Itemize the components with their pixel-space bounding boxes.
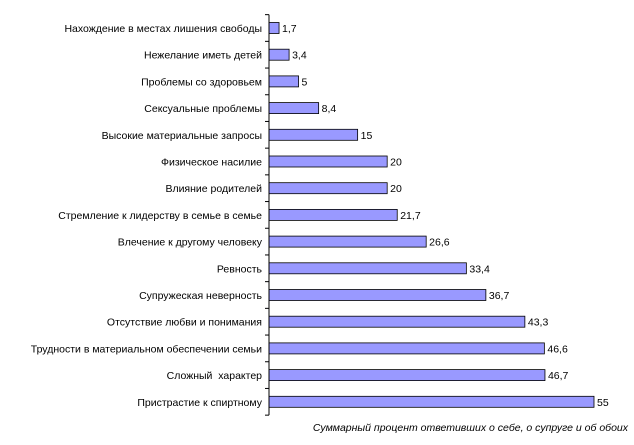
category-label: Высокие материальные запросы — [102, 130, 262, 142]
data-label: 33,4 — [469, 263, 490, 275]
category-label: Нахождение в местах лишения свободы — [64, 23, 262, 35]
bar — [268, 102, 320, 114]
category-labels: Нахождение в местах лишения свободы Нежел… — [31, 23, 263, 409]
value-labels: 1,7 3,4 5 8,4 15 20 20 21,7 26,6 33,4 36,7 43,3 46,6… — [282, 23, 609, 409]
data-label: 5 — [302, 76, 308, 88]
data-label: 8,4 — [322, 103, 337, 115]
category-label: Пристрастие к спиртному — [137, 397, 262, 409]
data-label: 26,6 — [429, 237, 450, 249]
data-label: 20 — [390, 157, 402, 169]
data-label: 1,7 — [282, 23, 297, 35]
category-label: Сексуальные проблемы — [144, 103, 262, 115]
category-label: Трудности в материальном обеспечении сем… — [31, 343, 262, 355]
bar — [268, 369, 546, 382]
bar — [268, 155, 388, 168]
category-label: Проблемы со здоровьем — [141, 76, 262, 88]
category-label: Отсутствие любви и понимания — [107, 317, 262, 329]
category-label: Сложный характер — [167, 370, 263, 382]
data-label: 20 — [390, 183, 402, 195]
data-label: 15 — [361, 130, 373, 142]
bar — [268, 22, 280, 34]
data-label: 43,3 — [528, 317, 549, 329]
bar — [268, 182, 388, 195]
category-label: Физическое насилие — [161, 157, 262, 169]
bar — [268, 235, 427, 248]
bar — [268, 262, 467, 275]
bar — [268, 128, 359, 141]
category-label: Влияние родителей — [165, 183, 262, 195]
data-label: 55 — [597, 397, 609, 409]
bar — [268, 342, 545, 355]
y-axis-ticks — [265, 14, 269, 416]
bar — [268, 48, 290, 61]
bars-layer — [268, 22, 595, 408]
bar — [268, 75, 299, 88]
data-label: 46,6 — [547, 343, 568, 355]
data-label: 21,7 — [400, 210, 421, 222]
x-axis-label: Суммарный процент ответивших о себе, о с… — [313, 422, 629, 434]
bar — [268, 289, 487, 301]
category-label: Стремление к лидерству в семье в семье — [58, 210, 262, 222]
category-label: Влечение к другому человеку — [118, 237, 263, 249]
category-label: Нежелание иметь детей — [144, 50, 262, 62]
bar — [268, 208, 398, 221]
data-label: 36,7 — [489, 290, 510, 302]
bar — [268, 315, 526, 328]
data-label: 46,7 — [548, 370, 569, 382]
category-label: Супружеская неверность — [139, 290, 262, 302]
bar — [268, 395, 595, 408]
category-label: Ревность — [217, 263, 263, 275]
data-label: 3,4 — [292, 50, 307, 62]
